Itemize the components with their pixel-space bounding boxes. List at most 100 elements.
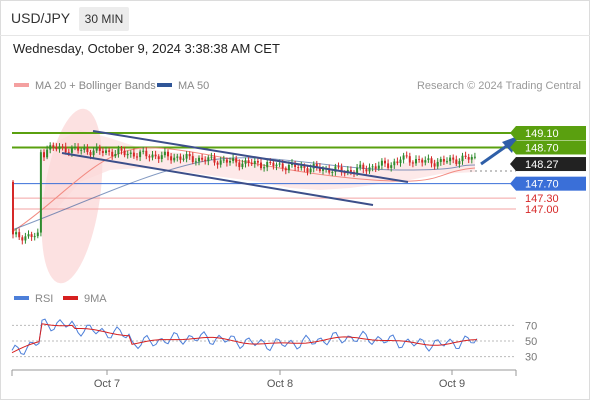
- rsi-tick-50: 50: [525, 336, 537, 348]
- header-divider: [0, 35, 590, 36]
- candle-body: [61, 146, 64, 148]
- candle-body: [18, 232, 21, 238]
- legend-ma50: MA 50: [157, 80, 209, 92]
- candle-body: [117, 148, 120, 155]
- candle-body: [67, 152, 70, 154]
- candle-body: [139, 151, 142, 158]
- legend-ma9-label: 9MA: [84, 293, 107, 305]
- candle-body: [368, 167, 371, 172]
- price-tag-149.10: [516, 126, 586, 140]
- candle-body: [415, 159, 417, 164]
- candle-body: [167, 151, 169, 157]
- candle-body: [322, 168, 324, 171]
- candle-body: [95, 147, 98, 151]
- candle-body: [74, 146, 76, 148]
- candle-body: [300, 165, 303, 169]
- candle-body: [281, 163, 284, 169]
- price-label-147.30: 147.30: [525, 193, 559, 205]
- candle-body: [145, 150, 148, 157]
- candle-body: [77, 146, 80, 151]
- candle-body: [455, 159, 458, 165]
- candle-body: [27, 234, 30, 237]
- candle-body: [256, 161, 259, 163]
- forecast-arrow: [480, 136, 518, 166]
- bollinger-band: [40, 130, 475, 225]
- candle-body: [266, 162, 269, 168]
- candle-body: [185, 154, 188, 159]
- candle-body: [24, 236, 27, 241]
- candle-body: [216, 162, 219, 165]
- candle-body: [306, 168, 309, 173]
- rsi-tick-70: 70: [525, 320, 537, 332]
- candle-body: [424, 160, 427, 163]
- price-tag-pointer-148.27: [510, 157, 516, 172]
- candle-body: [89, 152, 92, 156]
- candle-body: [374, 166, 377, 169]
- candle-body: [390, 165, 393, 168]
- bollinger-band-layer: [40, 130, 475, 225]
- candle-body: [241, 163, 244, 168]
- candle-body: [213, 156, 216, 163]
- timeframe-button[interactable]: 30 MIN: [79, 7, 129, 31]
- ma9-swatch: [63, 296, 78, 301]
- candle-body: [418, 159, 421, 161]
- candle-body: [436, 161, 439, 167]
- candle-body: [331, 171, 334, 173]
- candle-body: [284, 168, 287, 171]
- level-lines: [12, 132, 516, 210]
- candle-body: [275, 164, 278, 167]
- candle-body: [98, 147, 101, 151]
- candle-body: [384, 160, 386, 164]
- price-tag-pointer-148.70: [510, 140, 516, 155]
- legend-rsi: RSI: [14, 293, 53, 305]
- candle-body: [105, 150, 107, 153]
- candle-body: [303, 165, 306, 169]
- candle-body: [244, 160, 247, 164]
- symbol-label: USD/JPY: [11, 10, 71, 26]
- legend-ma9: 9MA: [63, 293, 107, 305]
- candle-body: [253, 161, 256, 165]
- ma20-swatch: [14, 83, 29, 88]
- candle-body: [287, 164, 290, 171]
- rsi-tick-30: 30: [525, 352, 537, 364]
- candle-body: [297, 167, 300, 169]
- candle-body: [142, 150, 145, 152]
- candle-body: [433, 163, 436, 167]
- candle-body: [64, 146, 67, 153]
- copyright: Research © 2024 Trading Central: [416, 80, 581, 92]
- candle-body: [52, 145, 55, 148]
- rsi-ma-line: [11, 323, 478, 354]
- candle-body: [179, 156, 182, 160]
- time-axis: Oct 7 Oct 8 Oct 9: [11, 369, 517, 390]
- candle-body: [46, 149, 49, 158]
- rsi-line: [11, 318, 478, 355]
- legend-rsi-label: RSI: [35, 293, 54, 305]
- candle-body: [359, 164, 362, 168]
- candle-body: [92, 150, 95, 156]
- rsi-swatch: [14, 296, 29, 301]
- ma50-swatch: [157, 83, 172, 88]
- candle-body: [371, 166, 374, 168]
- candle-body: [232, 158, 235, 161]
- candle-body: [163, 151, 166, 156]
- ma20-line: [11, 147, 476, 233]
- candle-body: [129, 152, 132, 154]
- price-label-148.27: 148.27: [525, 159, 559, 171]
- candle-body: [272, 162, 275, 167]
- candle-body: [173, 157, 176, 161]
- candle-body: [101, 150, 104, 153]
- price-label-147.00: 147.00: [525, 204, 559, 216]
- time-label-oct-8: Oct 8: [267, 378, 293, 390]
- trend-channel: [61, 130, 409, 206]
- candle-body: [439, 158, 442, 162]
- candle-body: [396, 161, 399, 164]
- candle-body: [377, 165, 380, 169]
- candle-body: [86, 147, 89, 153]
- candle-body: [207, 157, 210, 162]
- candle-body: [222, 159, 225, 161]
- candle-body: [194, 161, 197, 163]
- candle-body: [182, 158, 185, 160]
- candle-body: [467, 157, 470, 160]
- rsi-panel: 70 50 30: [11, 318, 537, 364]
